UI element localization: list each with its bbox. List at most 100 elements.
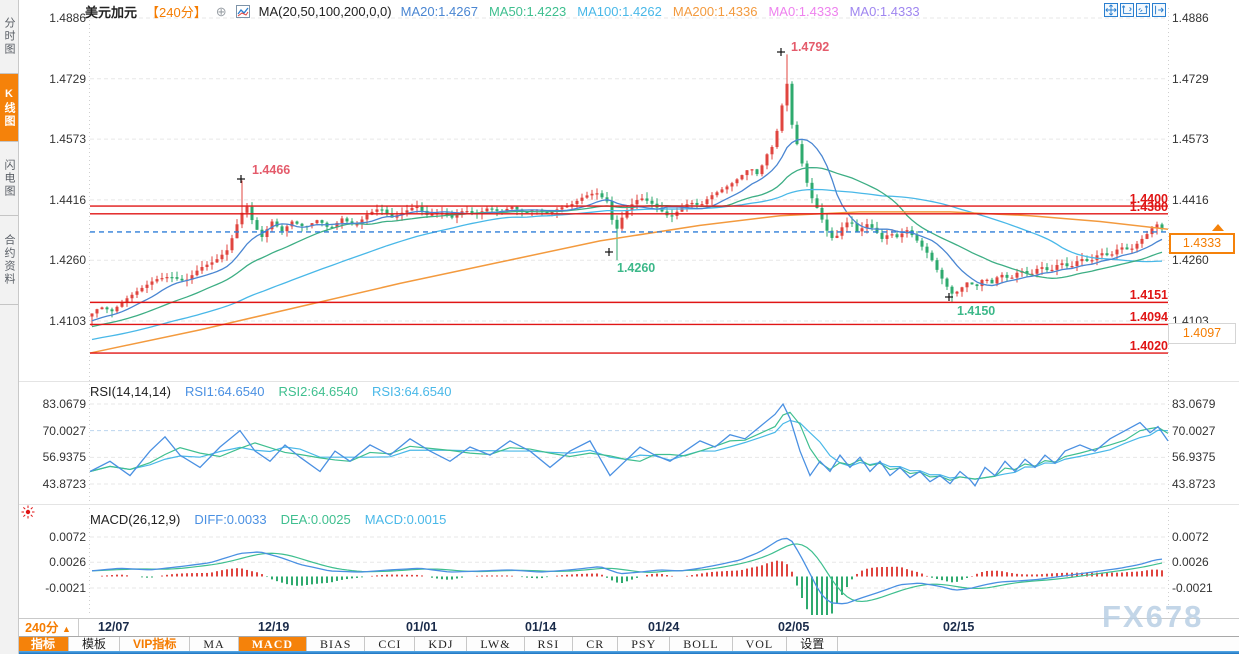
secondary-price-tag: 1.4097 xyxy=(1168,323,1236,344)
date-tick-label: 12/19 xyxy=(258,620,290,634)
hline-price-label: 1.4094 xyxy=(1129,310,1168,325)
macd-value-label: DIFF:0.0033 xyxy=(194,512,267,527)
symbol-title: 美元加元 xyxy=(85,4,138,20)
ma-settings-label: MA(20,50,100,200,0,0) xyxy=(258,3,392,19)
macd-axis-label-left: -0.0021 xyxy=(45,581,86,595)
period-label: 【240分】 xyxy=(146,4,207,20)
rsi-title: RSI(14,14,14) xyxy=(90,384,171,399)
date-tick-label: 02/05 xyxy=(778,620,810,634)
rsi-value-label: RSI1:64.6540 xyxy=(184,384,265,399)
price-annotation: 1.4150 xyxy=(957,304,996,318)
ma-value-label: MA0:1.4333 xyxy=(849,3,920,19)
left-tab-bar: 分时图 K线图 闪电图 合约资料 xyxy=(0,0,19,654)
toolbar-item-模板[interactable]: 模板 xyxy=(69,637,121,652)
sidebar-tab-4[interactable]: 合约资料 xyxy=(0,216,18,305)
rsi-axis-label-right: 43.8723 xyxy=(1172,476,1216,491)
toolbar-item-LW&[interactable]: LW& xyxy=(467,637,525,652)
window-icon-group xyxy=(1104,3,1166,17)
sidebar-tab-2[interactable]: K线图 xyxy=(0,74,18,142)
current-price-tag: 1.4333 xyxy=(1169,232,1235,254)
price-axis-label-left: 1.4103 xyxy=(49,313,86,328)
price-tag-arrow-icon xyxy=(1212,223,1224,231)
rsi-axis-label-left: 83.0679 xyxy=(42,397,86,411)
toolbar-item-CR[interactable]: CR xyxy=(573,637,619,652)
toolbar-item-CCI[interactable]: CCI xyxy=(365,637,416,652)
hline-price-label: 1.4151 xyxy=(1129,288,1168,303)
sun-icon[interactable] xyxy=(21,505,35,524)
ma-value-label: MA0:1.4333 xyxy=(768,3,839,19)
toolbar-item-MACD[interactable]: MACD xyxy=(238,637,308,652)
price-annotation: 1.4792 xyxy=(791,40,830,54)
indicator-toolbar: 指标 模板 VIP指标 MA MACD BIAS CCI KDJ LW& RSI CR PSY BOLL… xyxy=(18,636,1239,652)
price-annotation: 1.4260 xyxy=(617,261,656,275)
rsi-header: RSI(14,14,14) RSI1:64.6540 RSI2:64.6540 RS… xyxy=(90,384,451,399)
rsi-axis-label-left: 43.8723 xyxy=(42,476,86,491)
date-tick-label: 12/07 xyxy=(98,620,130,634)
crosshair-icon[interactable] xyxy=(1104,3,1118,17)
macd-header: MACD(26,12,9) DIFF:0.0033 DEA:0.0025 MACD:… xyxy=(90,512,446,527)
price-axis-label-right: 1.4573 xyxy=(1172,132,1209,147)
hline-price-label: 1.4020 xyxy=(1129,339,1168,354)
macd-axis-label-right: -0.0021 xyxy=(1172,581,1213,595)
macd-value-label: DEA:0.0025 xyxy=(280,512,351,527)
scale-axis-left-icon[interactable] xyxy=(1120,3,1134,17)
price-axis-label-right: 1.4416 xyxy=(1172,192,1209,207)
chart-header: 美元加元 【240分】 ⊕ MA(20,50,100,200,0,0) MA20… xyxy=(85,2,920,20)
period-selector-button[interactable]: 240分 ▲ xyxy=(18,619,79,637)
rsi-value-label: RSI2:64.6540 xyxy=(278,384,358,399)
rsi-axis-label-right: 70.0027 xyxy=(1172,423,1216,438)
price-annotation: 1.4466 xyxy=(252,163,291,177)
toolbar-item-BIAS[interactable]: BIAS xyxy=(307,637,366,652)
toolbar-item-KDJ[interactable]: KDJ xyxy=(415,637,468,652)
price-axis-label-left: 1.4729 xyxy=(49,71,86,86)
toolbar-item-MA[interactable]: MA xyxy=(190,637,239,652)
ma-value-label: MA50:1.4223 xyxy=(488,3,567,19)
macd-axis-label-left: 0.0026 xyxy=(49,555,86,570)
price-axis-label-left: 1.4260 xyxy=(49,253,86,268)
toolbar-item-VIP指标[interactable]: VIP指标 xyxy=(120,637,191,652)
rsi-axis-label-left: 70.0027 xyxy=(42,423,86,438)
hline-price-label: 1.4380 xyxy=(1129,199,1168,214)
ma-value-label: MA100:1.4262 xyxy=(577,3,662,19)
price-axis-label-right: 1.4886 xyxy=(1172,11,1209,25)
period-selector-arrow-icon: ▲ xyxy=(61,624,71,634)
price-axis-label-right: 1.4260 xyxy=(1172,253,1209,268)
price-axis-label-right: 1.4729 xyxy=(1172,71,1209,86)
macd-value-label: MACD:0.0015 xyxy=(364,512,447,527)
price-axis-label-left: 1.4886 xyxy=(49,11,86,25)
toolbar-item-设置[interactable]: 设置 xyxy=(787,637,839,652)
ma-indicator-icon[interactable] xyxy=(235,4,250,18)
macd-axis-label-right: 0.0072 xyxy=(1172,530,1209,544)
time-axis: 240分 ▲ 12/07 12/19 01/01 01/14 01/24 02/05 02/… xyxy=(18,618,1239,637)
period-selector-label: 240分 xyxy=(25,621,59,635)
macd-axis-label-right: 0.0026 xyxy=(1172,555,1209,570)
macd-title: MACD(26,12,9) xyxy=(90,512,181,527)
date-tick-label: 02/15 xyxy=(943,620,975,634)
toolbar-item-PSY[interactable]: PSY xyxy=(618,637,671,652)
ma-values: MA20:1.4267 MA50:1.4223 MA100:1.4262 MA200:… xyxy=(401,4,920,19)
date-tick-label: 01/24 xyxy=(648,620,680,634)
toolbar-item-VOL[interactable]: VOL xyxy=(733,637,788,652)
rsi-axis-label-right: 83.0679 xyxy=(1172,397,1216,411)
sidebar-tab-1[interactable]: 分时图 xyxy=(0,0,18,74)
price-axis-label-left: 1.4573 xyxy=(49,132,86,147)
add-indicator-icon[interactable]: ⊕ xyxy=(215,3,227,19)
price-axis-label-left: 1.4416 xyxy=(49,192,86,207)
toolbar-item-RSI[interactable]: RSI xyxy=(525,637,574,652)
date-tick-label: 01/01 xyxy=(406,620,438,634)
pop-out-icon[interactable] xyxy=(1152,3,1166,17)
macd-axis-label-left: 0.0072 xyxy=(49,530,86,544)
toolbar-item-指标[interactable]: 指标 xyxy=(18,637,70,652)
sidebar-tab-3[interactable]: 闪电图 xyxy=(0,142,18,216)
hline-price-label: 1.4400 xyxy=(1129,192,1168,207)
toolbar-item-BOLL[interactable]: BOLL xyxy=(670,637,733,652)
bottom-divider-bar xyxy=(18,651,1239,654)
rsi-value-label: RSI3:64.6540 xyxy=(371,384,452,399)
ma-value-label: MA200:1.4336 xyxy=(672,3,758,19)
rsi-axis-label-left: 56.9375 xyxy=(42,450,86,465)
date-tick-label: 01/14 xyxy=(525,620,557,634)
rsi-axis-label-right: 56.9375 xyxy=(1172,450,1216,465)
scale-axis-right-icon[interactable] xyxy=(1136,3,1150,17)
